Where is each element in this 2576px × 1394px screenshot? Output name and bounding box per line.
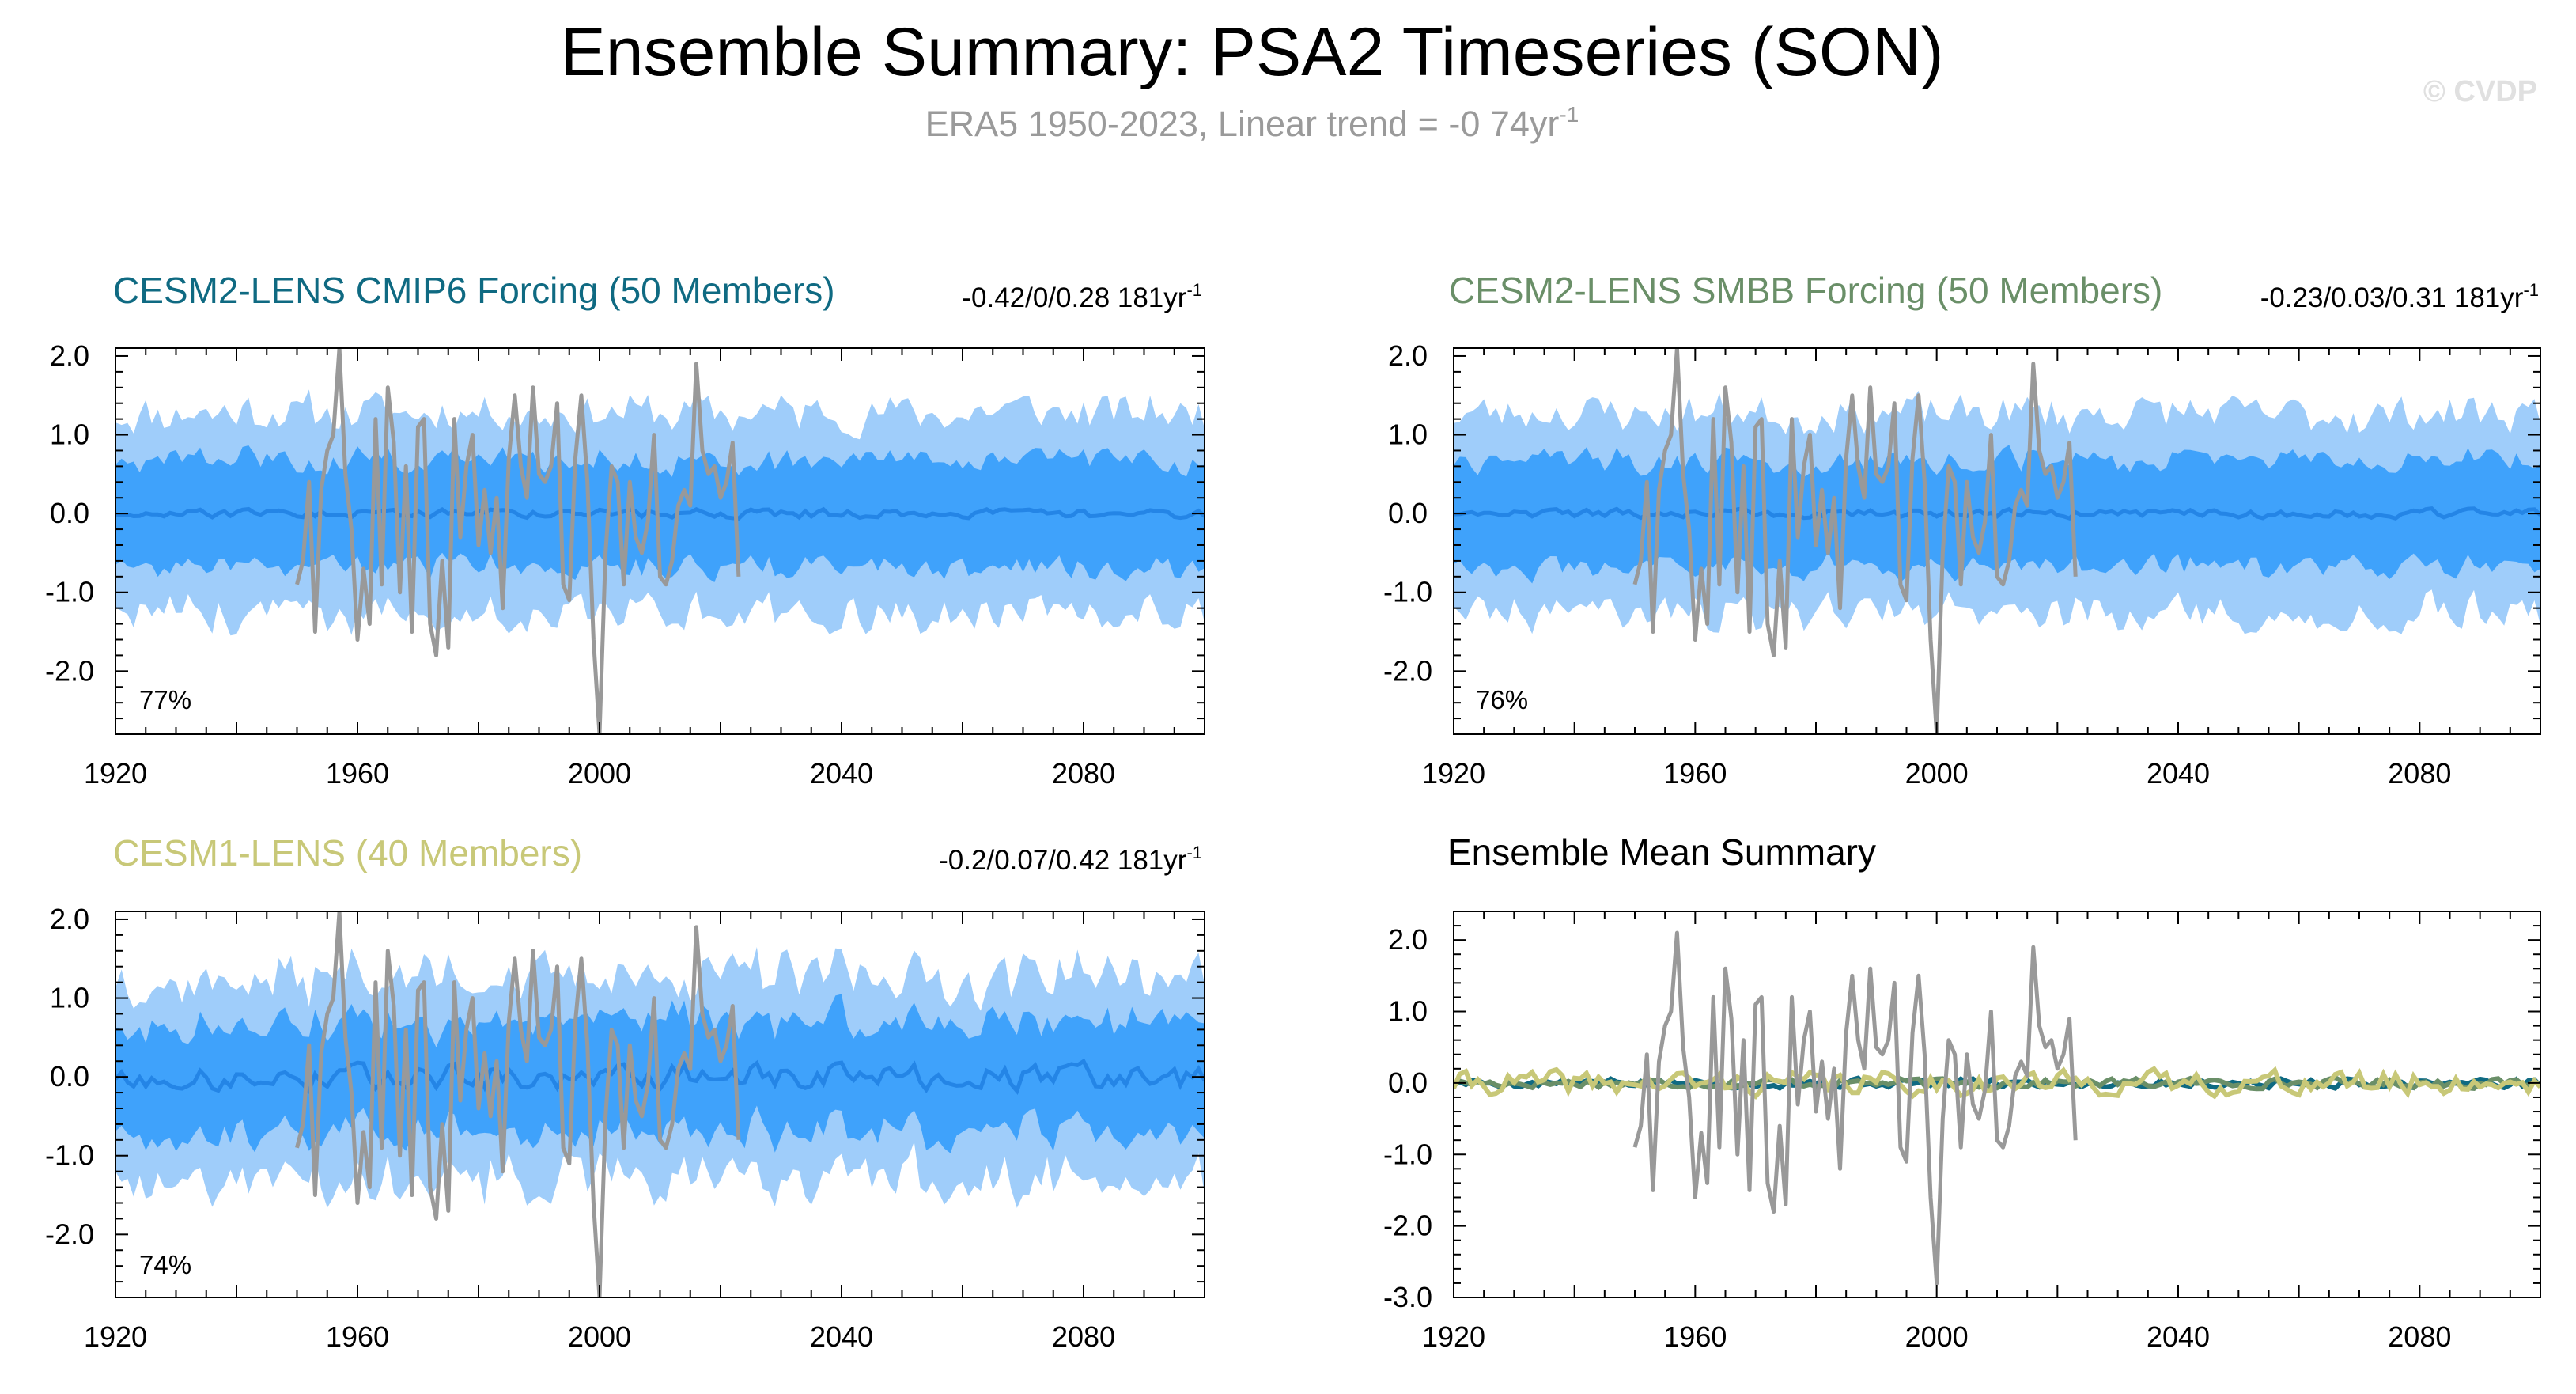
y-tick-label: 0.0 <box>1388 497 1428 529</box>
x-tick-label: 1960 <box>1663 757 1727 790</box>
x-tick-label: 2040 <box>2147 757 2210 790</box>
ensemble-mean-line <box>115 1058 1205 1095</box>
trend-exponent: -1 <box>1186 280 1202 300</box>
subtitle-exponent: -1 <box>1559 102 1579 127</box>
x-tick-label: 1920 <box>1422 1320 1485 1353</box>
percent-label: 76% <box>1476 685 1528 714</box>
era5-observations-line <box>1632 930 2078 1286</box>
y-tick-label: 2.0 <box>1388 923 1428 956</box>
x-tick-label: 2080 <box>2388 1320 2451 1353</box>
y-tick-label: -2.0 <box>45 654 94 687</box>
ensemble-mean-line <box>1454 506 2540 521</box>
ensemble-mean-line <box>115 506 1205 521</box>
trend-text: -0.2/0.07/0.42 181yr <box>939 845 1187 876</box>
panel-title: CESM1-LENS (40 Members) <box>113 832 582 873</box>
mean-series-line <box>1454 1066 2540 1100</box>
x-tick-label: 2040 <box>810 757 873 790</box>
y-tick-label: 1.0 <box>50 419 89 451</box>
y-tick-label: 1.0 <box>50 982 89 1014</box>
panel-ensemble-mean: Ensemble Mean Summary 1920 1960 2000 2040 20… <box>1383 831 2541 1353</box>
panel-cesm2-cmip6: CESM2-LENS CMIP6 Forcing (50 Members) -0… <box>45 270 1205 790</box>
y-tick-label: 2.0 <box>50 339 89 372</box>
watermark: © CVDP <box>2423 75 2537 108</box>
panel-title: Ensemble Mean Summary <box>1447 831 1876 873</box>
x-tick-label: 2040 <box>2147 1320 2210 1353</box>
y-tick-label: 1.0 <box>1388 419 1428 451</box>
x-tick-label: 1920 <box>1422 757 1485 790</box>
plot-area <box>1454 348 2540 734</box>
y-tick-label: 0.0 <box>50 1060 89 1093</box>
trend-label: -0.42/0/0.28 181yr-1 <box>962 280 1202 313</box>
trend-label: -0.2/0.07/0.42 181yr-1 <box>939 843 1202 876</box>
y-tick-label: 1.0 <box>1388 995 1428 1028</box>
era5-observations-line <box>295 911 741 1297</box>
y-tick-label: -1.0 <box>45 1139 94 1172</box>
x-tick-label: 1920 <box>84 757 147 790</box>
x-tick-label: 2000 <box>1905 1320 1969 1353</box>
percent-label: 77% <box>139 685 191 714</box>
x-tick-label: 2080 <box>1052 757 1115 790</box>
y-tick-label: 2.0 <box>50 903 89 935</box>
y-tick-label: 0.0 <box>1388 1066 1428 1099</box>
panel-cesm2-smbb: CESM2-LENS SMBB Forcing (50 Members) -0.… <box>1383 270 2541 790</box>
y-tick-label: -1.0 <box>1383 1138 1432 1170</box>
x-tick-label: 1920 <box>84 1320 147 1353</box>
subtitle-text: ERA5 1950-2023, Linear trend = -0 74yr <box>925 104 1560 144</box>
plot-area <box>1454 930 2540 1286</box>
y-tick-label: -2.0 <box>1383 654 1432 687</box>
era5-observations-line <box>1632 348 2078 734</box>
panel-title: CESM2-LENS SMBB Forcing (50 Members) <box>1449 270 2162 311</box>
y-tick-label: -2.0 <box>45 1218 94 1250</box>
x-tick-label: 1960 <box>326 1320 389 1353</box>
x-tick-label: 2000 <box>1905 757 1969 790</box>
y-tick-label: -1.0 <box>1383 576 1432 608</box>
era5-observations-line <box>295 348 741 734</box>
ensemble-inner-range <box>115 994 1205 1153</box>
x-tick-label: 2000 <box>568 757 631 790</box>
y-tick-label: -1.0 <box>45 576 94 608</box>
plot-area <box>115 348 1205 734</box>
figure-title: Ensemble Summary: PSA2 Timeseries (SON) <box>560 14 1943 90</box>
trend-text: -0.23/0.03/0.31 181yr <box>2260 282 2524 313</box>
trend-exponent: -1 <box>2523 280 2539 300</box>
trend-text: -0.42/0/0.28 181yr <box>962 282 1186 313</box>
x-tick-label: 2000 <box>568 1320 631 1353</box>
y-tick-label: 2.0 <box>1388 339 1428 372</box>
trend-exponent: -1 <box>1186 843 1202 862</box>
x-tick-label: 2080 <box>2388 757 2451 790</box>
x-tick-label: 1960 <box>326 757 389 790</box>
plot-area <box>115 911 1205 1297</box>
panel-cesm1-lens: CESM1-LENS (40 Members) -0.2/0.07/0.42 1… <box>45 832 1205 1353</box>
percent-label: 74% <box>139 1250 191 1279</box>
figure-subtitle: ERA5 1950-2023, Linear trend = -0 74yr-1 <box>925 102 1579 144</box>
x-tick-label: 2040 <box>810 1320 873 1353</box>
y-tick-label: -3.0 <box>1383 1281 1432 1313</box>
x-tick-label: 2080 <box>1052 1320 1115 1353</box>
y-tick-label: -2.0 <box>1383 1210 1432 1242</box>
panel-title: CESM2-LENS CMIP6 Forcing (50 Members) <box>113 270 835 311</box>
y-tick-label: 0.0 <box>50 497 89 529</box>
trend-label: -0.23/0.03/0.31 181yr-1 <box>2260 280 2539 313</box>
x-tick-label: 1960 <box>1663 1320 1727 1353</box>
